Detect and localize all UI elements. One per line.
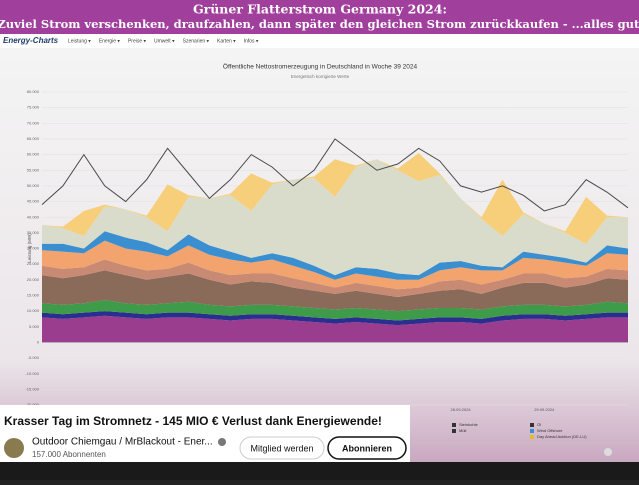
logo[interactable]: Energy-Charts [3,36,59,45]
y-tick-label: 65.000 [27,136,40,141]
y-tick-label: -15.000 [25,386,39,391]
area [42,240,628,290]
subscribe-button[interactable] [327,436,407,460]
y-tick-label: -10.000 [25,371,39,376]
channel-name[interactable]: Outdoor Chiemgau / MrBlackout - Ener... [32,437,213,448]
nav-item[interactable]: Leistung ▾ [68,38,91,44]
y-tick-label: 35.000 [27,230,40,235]
subscribe-label: Abonnieren [342,443,392,453]
y-tick-label: 70.000 [27,120,40,125]
member-label: Mitglied werden [250,443,313,453]
y-tick-label: 60.000 [27,152,40,157]
area [42,315,628,343]
y-tick-label: 10.000 [27,308,40,313]
y-tick-label: 40.000 [27,214,40,219]
area [42,270,628,312]
subscribers: 157.000 Abonnenten [32,450,106,459]
header-subtitle: - Zuviel Strom verschenken, draufzahlen,… [0,17,639,31]
x-tick-label: 29.09.2024 [534,407,555,412]
nav-item[interactable]: Energie ▾ [99,38,121,44]
header-title: Grüner Flatterstrom Germany 2024: [193,2,447,17]
y-tick-label: 80.000 [27,89,40,94]
nav-item[interactable]: Preise ▾ [128,38,147,44]
y-tick-label: 75.000 [27,105,40,110]
y-tick-label: -20.000 [25,402,39,407]
legend-swatch [452,429,456,433]
nav-item[interactable]: Umwelt ▾ [154,38,175,44]
y-tick-label: 15.000 [27,293,40,298]
area [42,300,628,321]
y-tick-label: 0 [37,339,40,344]
video-title[interactable]: Krasser Tag im Stromnetz - 145 MIO € Ver… [4,414,382,428]
member-button[interactable] [239,436,325,460]
y-tick-label: -5.000 [28,355,40,360]
play-control[interactable] [604,448,612,456]
area [42,259,628,298]
legend-swatch [530,429,534,433]
y-tick-label: 25.000 [27,261,40,266]
legend-swatch [530,423,534,427]
channel-avatar[interactable] [4,438,24,458]
legend-label: Müll [459,428,466,433]
chart-title: Öffentliche Nettostromerzeugung in Deuts… [223,63,418,71]
nav-item[interactable]: Szenarien ▾ [183,38,210,44]
legend-swatch [452,423,456,427]
load-line [41,138,629,212]
y-tick-label: 5.000 [29,324,40,329]
nav-bar [0,34,639,48]
chart-subtitle: Energetisch korrigierte Werte [291,74,350,79]
legend-label: Day Ahead Auktion (DE-LU) [537,434,587,439]
y-tick-label: 20.000 [27,277,40,282]
y-tick-label: 30.000 [27,246,40,251]
x-tick-label: 28.09.2024 [451,407,472,412]
legend-label: Öl [537,422,541,427]
y-tick-label: 50.000 [27,183,40,188]
area [42,311,628,326]
header-bar [0,0,639,34]
nav-item[interactable]: Infos ▾ [244,38,259,44]
nav: Leistung ▾ Energie ▾ Preise ▾ Umwelt ▾ Szena… [68,38,259,44]
y-tick-label: 55.000 [27,167,40,172]
plot: -20.000 -15.000 -10.000 -5.000 0 5.000 10.000 1… [25,89,629,439]
area [42,159,628,276]
legend-label: Steinkohle [459,422,478,427]
verified-icon [218,438,226,446]
area [42,153,628,244]
legend-label: Wind Offshore [537,428,563,433]
nav-item[interactable]: Karten ▾ [217,38,236,44]
legend-swatch [530,435,534,439]
y-axis-label: Leistung (MW) [27,233,32,263]
y-tick-label: 45.000 [27,199,40,204]
player-controls [0,462,639,480]
area [42,231,628,280]
